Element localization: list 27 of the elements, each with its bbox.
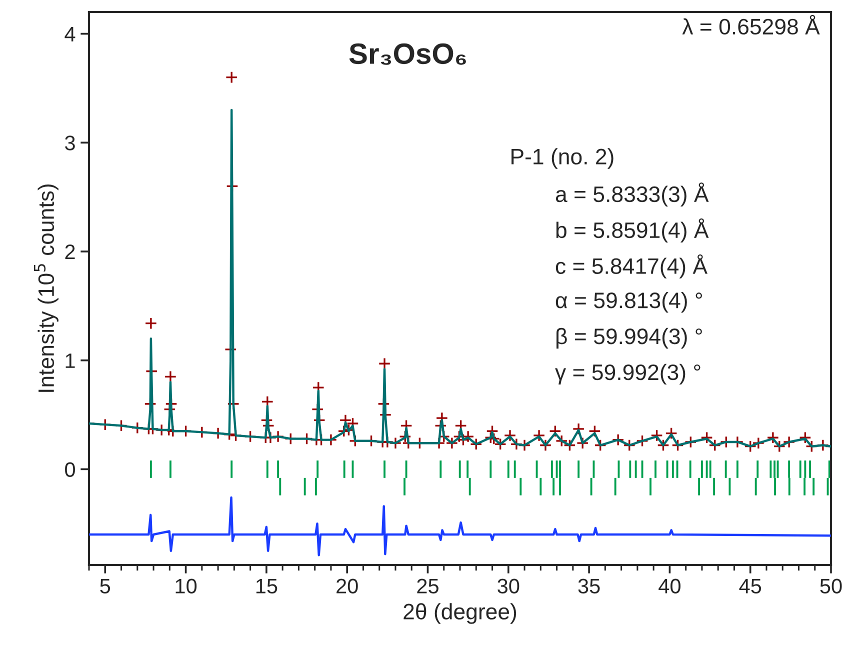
annotation: γ = 59.992(3) ° bbox=[555, 364, 700, 385]
x-tick-label: 30 bbox=[498, 578, 520, 594]
x-tick-label: 25 bbox=[417, 578, 438, 594]
x-tick-label: 15 bbox=[256, 578, 278, 594]
annotation: b = 5.8591(4) Å bbox=[556, 218, 709, 242]
annotation: β = 59.994(3) ° bbox=[556, 328, 702, 349]
x-tick-label: 45 bbox=[739, 578, 762, 594]
annotation: c = 5.8417(4) Å bbox=[556, 254, 708, 278]
y-tick-label: 4 bbox=[64, 26, 76, 42]
y-tick-label: 1 bbox=[66, 354, 75, 368]
x-tick-label: 20 bbox=[336, 578, 358, 594]
line-series bbox=[89, 496, 831, 556]
x-tick-label: 50 bbox=[820, 578, 842, 594]
x-tick-label: 5 bbox=[100, 578, 110, 594]
annotation: Sr₃OsO₆ bbox=[349, 43, 466, 65]
y-tick-label: 0 bbox=[65, 462, 75, 477]
x-tick-label: 10 bbox=[176, 578, 197, 594]
x-axis-title: 2θ (degree) bbox=[404, 603, 516, 624]
annotation: a = 5.8333(3) Å bbox=[556, 182, 709, 207]
y-tick-label: 2 bbox=[65, 244, 75, 260]
x-tick-label: 40 bbox=[658, 578, 680, 594]
annotation: α = 59.813(4) ° bbox=[556, 292, 702, 313]
x-tick-label: 35 bbox=[578, 578, 600, 594]
annotation: λ = 0.65298 Å bbox=[682, 14, 820, 35]
y-axis-title: Intensity (10$^{5}$ counts) bbox=[34, 184, 58, 392]
y-tick-label: 3 bbox=[65, 136, 75, 150]
annotation: P-1 (no. 2) bbox=[512, 148, 614, 169]
